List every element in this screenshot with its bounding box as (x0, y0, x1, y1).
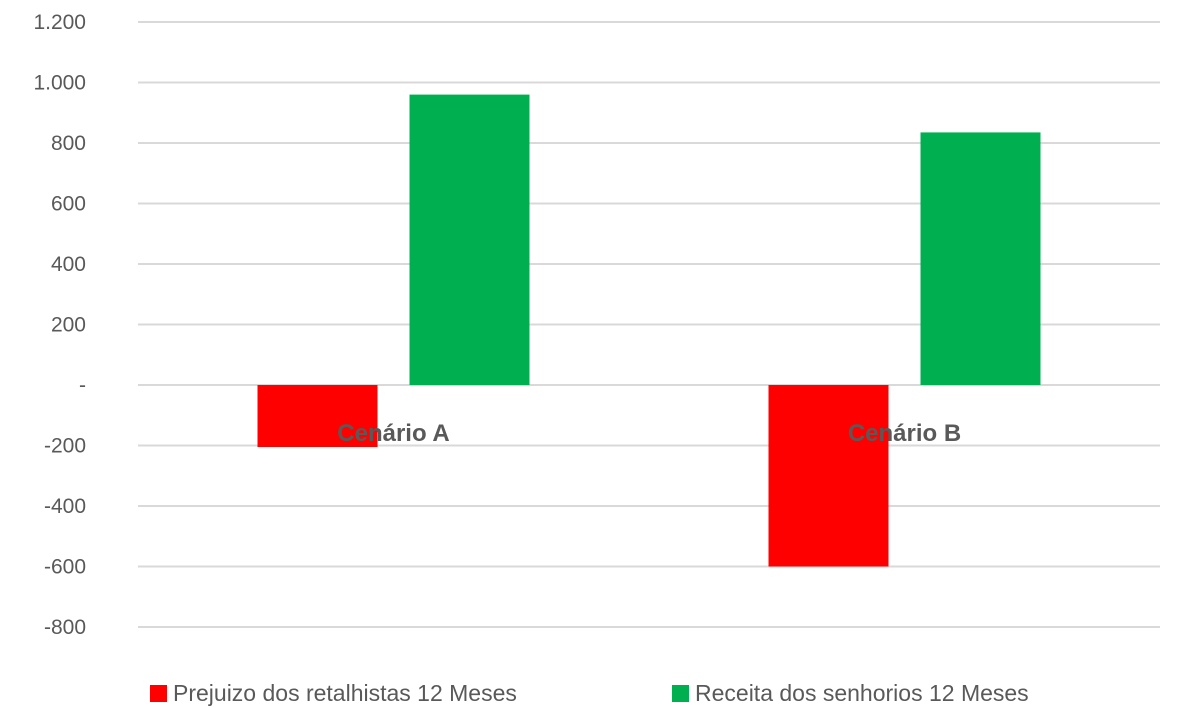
legend-swatch-receita (672, 685, 689, 702)
y-tick-label: 600 (51, 193, 86, 216)
legend-item-receita: Receita dos senhorios 12 Meses (672, 680, 1029, 707)
y-tick-label: -600 (44, 556, 86, 579)
y-tick-label: 800 (51, 132, 86, 155)
y-tick-label: - (79, 374, 86, 397)
y-tick-label: 200 (51, 314, 86, 337)
category-label: Cenário B (848, 420, 961, 447)
legend-label-prejuizo: Prejuizo dos retalhistas 12 Meses (173, 680, 517, 706)
bar-chart: 1.200 1.000 800 600 400 200 - -200 -400 -600 -800 C… (33, 11, 1160, 639)
legend-label-receita: Receita dos senhorios 12 Meses (695, 680, 1029, 706)
y-tick-label: 1.000 (33, 72, 86, 95)
bar-prejuizo (768, 385, 889, 567)
legend: Prejuizo dos retalhistas 12 Meses Receit… (0, 676, 1201, 708)
category-label: Cenário A (337, 420, 449, 447)
y-tick-label: -400 (44, 495, 86, 518)
y-tick-label: -800 (44, 616, 86, 639)
bar-prejuizo (257, 385, 378, 448)
y-tick-label: -200 (44, 435, 86, 458)
y-tick-label: 1.200 (33, 11, 86, 34)
bar-receita (409, 94, 530, 385)
legend-item-prejuizo: Prejuizo dos retalhistas 12 Meses (150, 680, 517, 707)
bar-receita (920, 132, 1041, 385)
legend-swatch-prejuizo (150, 685, 167, 702)
y-tick-label: 400 (51, 253, 86, 276)
